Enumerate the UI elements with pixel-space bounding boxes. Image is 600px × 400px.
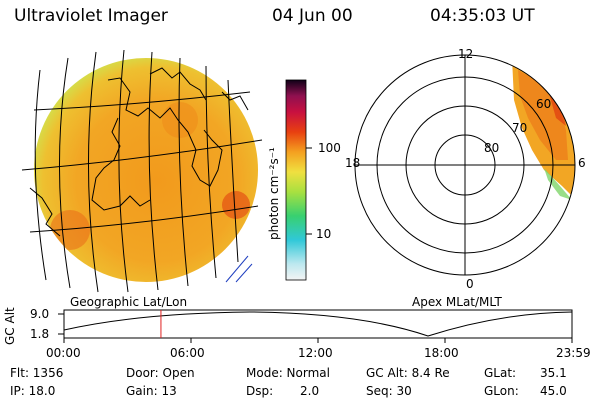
altitude-ytick-1-8: 1.8 (30, 327, 50, 341)
polar-plot (354, 54, 576, 276)
altitude-plot (58, 309, 573, 343)
geo-grid (21, 49, 263, 293)
status-seq: Seq: 30 (366, 384, 412, 398)
mlt-label-6: 6 (578, 156, 586, 170)
status-glon-value: 45.0 (540, 384, 567, 398)
colorbar-unit-label: photon cm⁻²s⁻¹ (267, 147, 281, 240)
status-dsp-value: 2.0 (300, 384, 320, 398)
altitude-xtick-1800: 18:00 (424, 346, 459, 360)
geo-panel-label: Geographic Lat/Lon (70, 295, 188, 309)
colorbar-tick-100: 100 (318, 141, 341, 155)
earth-disc (34, 58, 258, 282)
mlt-label-0: 0 (466, 277, 474, 291)
altitude-ylabel: GC Alt (3, 307, 17, 345)
status-flt: Flt: 1356 (10, 366, 64, 380)
colorbar-tick-10: 10 (316, 227, 332, 241)
colorbar (285, 79, 312, 281)
time-label: 04:35:03 UT (430, 6, 535, 26)
mlat-label-70: 70 (512, 121, 528, 135)
altitude-xtick-2359: 23:59 (556, 346, 591, 360)
app-title: Ultraviolet Imager (14, 6, 168, 26)
geo-grid-blue (225, 255, 253, 283)
polar-panel-label: Apex MLat/MLT (412, 295, 502, 309)
status-gain: Gain: 13 (126, 384, 177, 398)
status-glat: GLat: (484, 366, 517, 380)
status-ip: IP: 18.0 (10, 384, 56, 398)
altitude-xtick-0600: 06:00 (170, 346, 205, 360)
altitude-xtick-1200: 12:00 (298, 346, 333, 360)
status-door: Door: Open (126, 366, 195, 380)
altitude-xtick-0000: 00:00 (46, 346, 81, 360)
mlat-label-60: 60 (536, 97, 552, 111)
status-dsp: Dsp: (246, 384, 274, 398)
coastlines (29, 67, 249, 237)
status-gc-alt: GC Alt: 8.4 Re (366, 366, 450, 380)
mlat-label-80: 80 (484, 141, 500, 155)
mlt-label-18: 18 (345, 156, 361, 170)
altitude-ytick-9: 9.0 (30, 307, 50, 321)
status-mode: Mode: Normal (246, 366, 330, 380)
status-glon: GLon: (484, 384, 519, 398)
mlt-label-12: 12 (458, 47, 474, 61)
status-glat-value: 35.1 (540, 366, 567, 380)
date-label: 04 Jun 00 (272, 6, 353, 26)
